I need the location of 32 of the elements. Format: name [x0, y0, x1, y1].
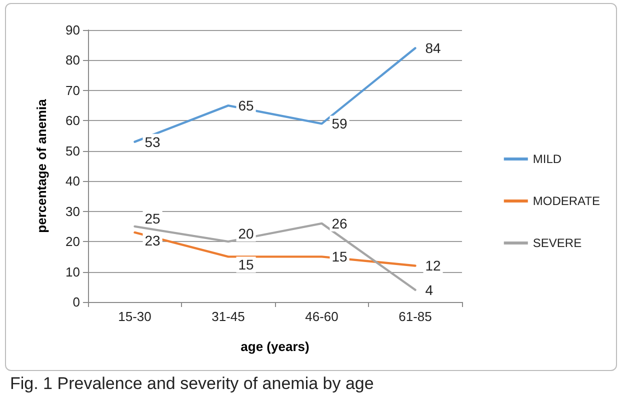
y-axis-title: percentage of anemia [34, 98, 49, 233]
data-label: 26 [332, 215, 348, 232]
data-label: 20 [238, 226, 254, 242]
y-tick-label: 40 [66, 174, 80, 189]
data-label: 23 [144, 232, 161, 248]
x-tick-label: 61-85 [398, 309, 432, 324]
x-axis-title: age (years) [240, 339, 310, 354]
x-tick-label: 15-30 [118, 309, 152, 324]
data-label: 25 [144, 210, 161, 226]
y-tick-label: 90 [66, 22, 80, 38]
legend-label: SEVERE [532, 236, 582, 250]
data-label: 4 [425, 282, 434, 298]
y-tick-label: 60 [66, 113, 80, 128]
caption: Fig. 1 Prevalence and severity of anemia by age [10, 374, 374, 393]
y-tick-label: 10 [66, 264, 80, 280]
data-label: 84 [425, 40, 442, 56]
data-label: 53 [144, 134, 161, 150]
x-tick-label: 31-45 [212, 309, 245, 324]
y-tick-label: 50 [66, 143, 80, 158]
data-label: 12 [425, 258, 442, 274]
y-tick-label: 80 [66, 52, 80, 68]
y-tick-label: 0 [72, 294, 80, 310]
y-tick-label: 70 [66, 82, 80, 98]
data-label: 65 [238, 98, 254, 114]
x-tick-label: 46-60 [305, 309, 338, 324]
data-label: 15 [238, 256, 254, 273]
legend-label: MILD [532, 152, 562, 166]
data-label: 59 [332, 116, 348, 132]
data-label: 15 [332, 248, 348, 265]
legend-label: MODERATE [532, 194, 600, 208]
y-tick-label: 30 [66, 204, 80, 219]
y-tick-label: 20 [66, 234, 80, 250]
